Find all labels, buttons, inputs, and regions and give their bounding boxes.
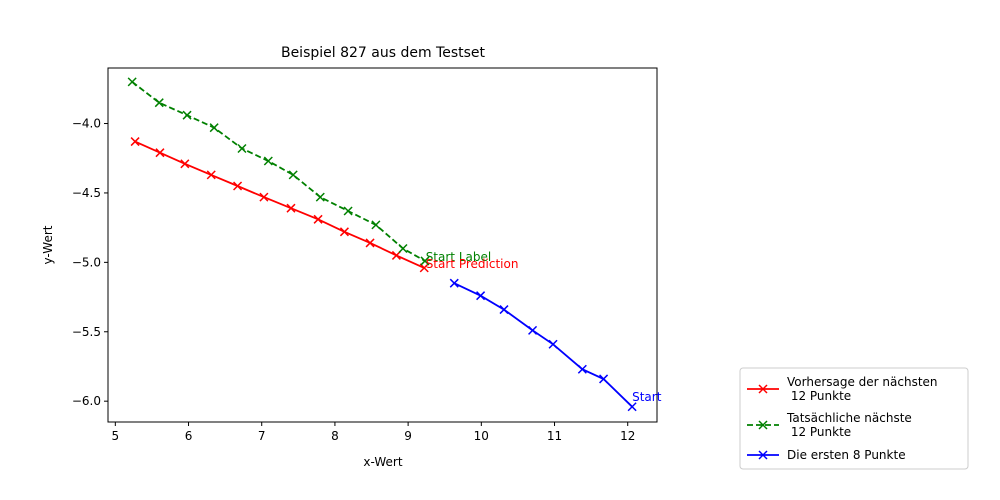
data-point	[237, 143, 247, 154]
annotation-label: Start Prediction	[426, 257, 519, 271]
data-point	[259, 192, 269, 202]
legend-label: Vorhersage der nächsten 12 Punkte	[787, 375, 938, 403]
series-layer	[127, 77, 637, 412]
x-axis-label: x-Wert	[363, 455, 402, 469]
y-axis: −6.0 −5.5 −5.0 −4.5 −4.0	[72, 117, 108, 408]
y-tick-label: −4.0	[72, 117, 101, 131]
y-tick-label: −5.5	[72, 325, 101, 339]
x-tick-label: 10	[474, 429, 489, 443]
data-point	[627, 402, 637, 412]
y-tick-label: −4.5	[72, 186, 101, 200]
x-tick-label: 12	[620, 429, 635, 443]
data-point	[398, 243, 408, 254]
y-axis-label: y-Wert	[41, 225, 55, 264]
legend-entry: Die ersten 8 Punkte	[747, 448, 906, 462]
data-point	[365, 238, 375, 248]
data-point	[449, 278, 459, 288]
data-point	[155, 148, 165, 158]
x-axis: 5 6 7 8 9 10 11 12	[111, 422, 635, 443]
data-point	[182, 110, 192, 120]
plot-frame	[107, 67, 658, 423]
legend-marker	[758, 420, 768, 430]
data-point	[548, 339, 558, 349]
x-tick-label: 8	[331, 429, 339, 443]
x-tick-label: 9	[404, 429, 412, 443]
x-tick-label: 5	[111, 429, 119, 443]
series-line	[131, 81, 426, 262]
legend-label: Tatsächliche nächste 12 Punkte	[786, 411, 912, 439]
data-point	[528, 325, 538, 335]
y-tick-label: −5.0	[72, 255, 101, 269]
x-tick-label: 6	[185, 429, 193, 443]
annotation-label: Start	[632, 390, 662, 404]
data-point	[288, 170, 298, 180]
data-point	[339, 227, 349, 237]
legend-label: Die ersten 8 Punkte	[787, 448, 906, 462]
data-point	[371, 220, 381, 230]
data-point	[154, 98, 164, 108]
data-point	[599, 374, 609, 384]
data-point	[127, 77, 137, 87]
legend-entry: Tatsächliche nächste 12 Punkte	[747, 411, 912, 439]
legend-frame	[739, 367, 969, 470]
data-point	[209, 123, 219, 133]
chart-title: Beispiel 827 aus dem Testset	[281, 45, 486, 61]
data-point	[476, 291, 486, 301]
prediction-series	[130, 137, 429, 273]
data-point	[577, 364, 587, 374]
x-tick-label: 11	[547, 429, 562, 443]
y-tick-label: −6.0	[72, 394, 101, 408]
data-point	[233, 181, 243, 191]
data-point	[343, 206, 353, 216]
actual-series	[127, 77, 430, 266]
data-point	[420, 256, 430, 266]
data-point	[130, 137, 140, 147]
legend-entry: Vorhersage der nächsten 12 Punkte	[747, 375, 938, 403]
input-series	[449, 278, 637, 412]
data-point	[180, 159, 190, 169]
legend-marker	[758, 450, 768, 460]
legend: Vorhersage der nächsten 12 Punkte Tatsäch…	[739, 367, 969, 470]
data-point	[499, 305, 509, 315]
series-line	[134, 140, 425, 269]
data-point	[206, 170, 216, 180]
data-point	[315, 192, 325, 202]
x-tick-label: 7	[258, 429, 266, 443]
annotation-label: Start Label	[426, 250, 492, 264]
data-point	[286, 203, 296, 213]
data-point	[313, 214, 323, 224]
data-point	[391, 250, 401, 260]
data-point	[263, 156, 273, 166]
series-line	[453, 282, 633, 408]
legend-marker	[758, 384, 768, 394]
plot-area	[107, 67, 658, 423]
